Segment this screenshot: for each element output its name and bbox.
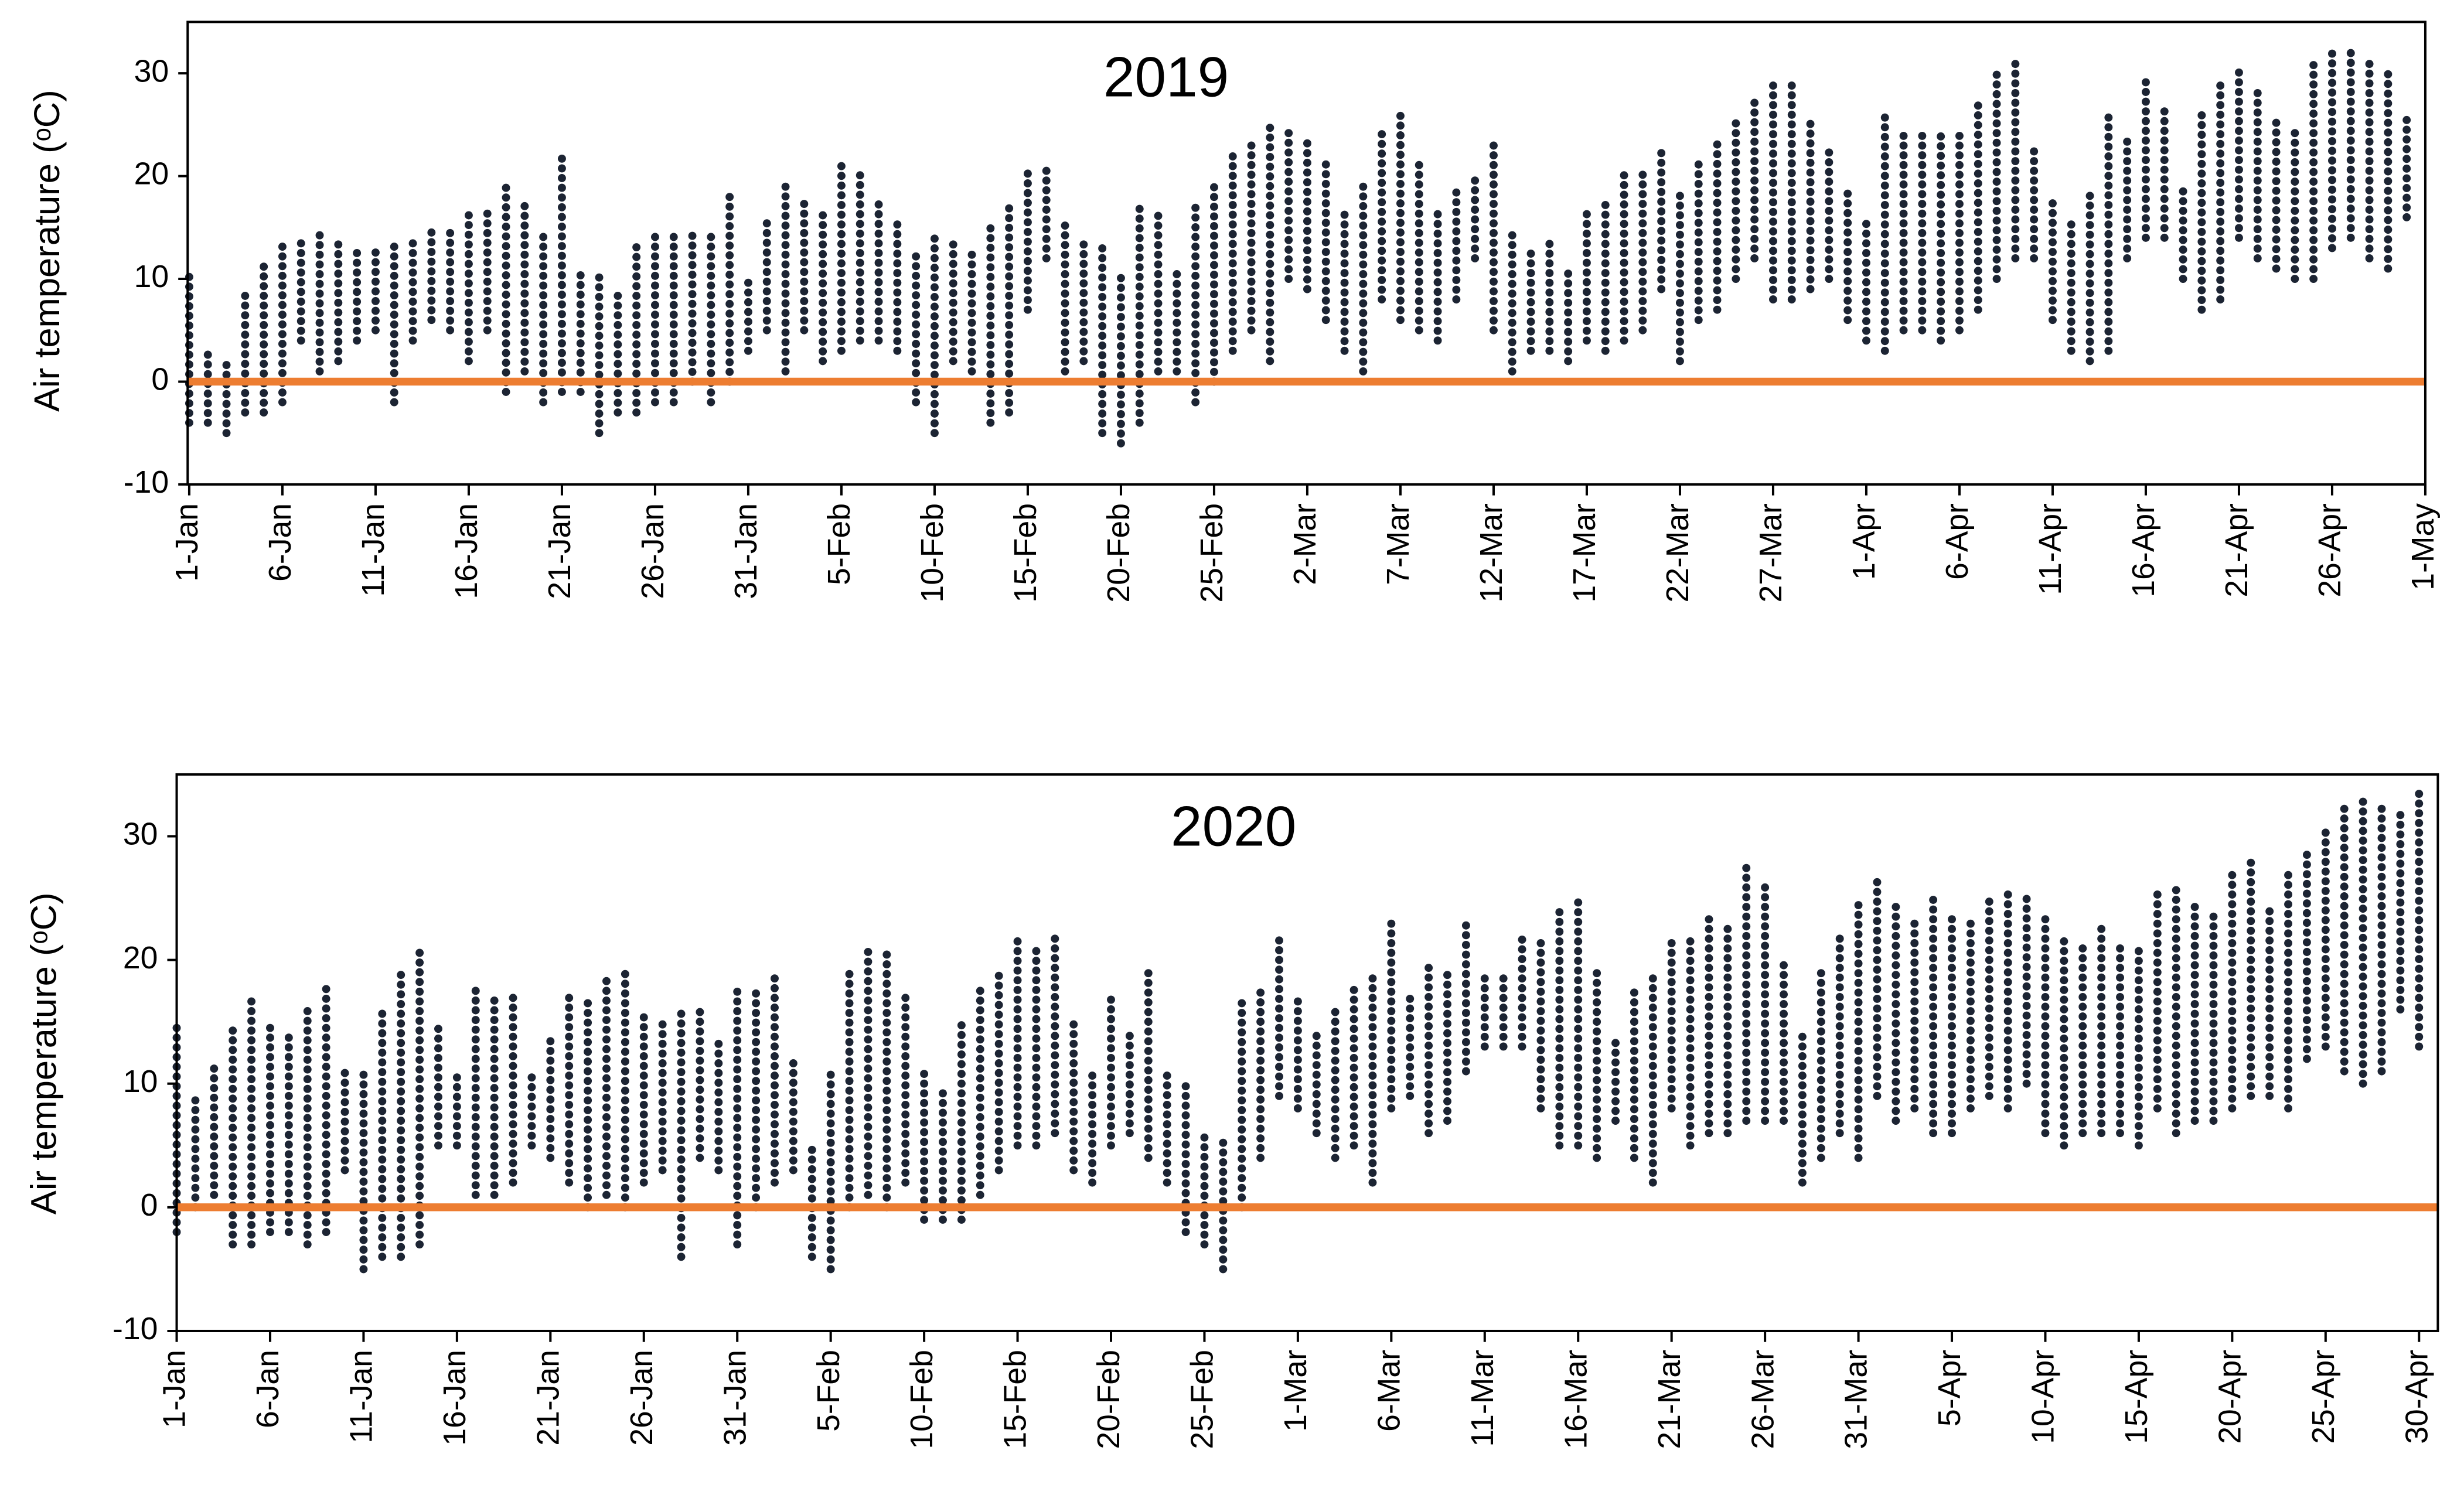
x-tick-label: 11-Jan [345, 1350, 379, 1443]
x-tick-label: 26-Jan [636, 503, 670, 599]
plot-frame [175, 773, 2439, 1332]
x-tick-label: 15-Feb [998, 1350, 1033, 1449]
chart-title: 2020 [1171, 796, 1296, 858]
x-tick-label: 20-Feb [1092, 1350, 1126, 1449]
x-tick-label: 7-Mar [1381, 503, 1416, 585]
x-tick-label: 1-Mar [1279, 1350, 1313, 1432]
x-tick-label: 16-Apr [2126, 503, 2161, 598]
y-tick-label: 10 [134, 260, 169, 294]
x-tick-label: 16-Jan [438, 1350, 472, 1446]
x-tick-label: 25-Feb [1195, 503, 1229, 603]
x-tick-label: 20-Feb [1102, 503, 1136, 603]
x-tick-label: 1-Jan [158, 1350, 192, 1428]
x-tick-label: 26-Jan [625, 1350, 659, 1446]
x-tick-label: 5-Feb [812, 1350, 846, 1432]
x-tick-label: 20-Apr [2213, 1350, 2248, 1444]
x-tick-label: 21-Mar [1652, 1350, 1687, 1449]
x-tick-label: 10-Feb [905, 1350, 939, 1449]
x-tick-label: 31-Jan [729, 503, 764, 599]
x-tick-label: 25-Feb [1185, 1350, 1220, 1449]
x-tick-label: 6-Mar [1372, 1350, 1406, 1432]
x-tick-label: 5-Feb [822, 503, 857, 585]
y-tick-label: -10 [124, 465, 169, 500]
plot-data [172, 783, 2424, 1274]
x-tick-label: 25-Apr [2306, 1350, 2341, 1444]
x-tick-label: 1-Apr [1847, 503, 1882, 580]
y-tick-label: -10 [113, 1312, 158, 1346]
x-tick-label: 26-Mar [1746, 1350, 1780, 1449]
x-tick-label: 26-Apr [2313, 503, 2347, 598]
x-tick-label: 30-Apr [2400, 1350, 2434, 1444]
x-tick-label: 11-Mar [1466, 1350, 1500, 1447]
chart-title: 2019 [1103, 46, 1229, 109]
x-tick-label: 11-Jan [356, 503, 391, 597]
x-tick-label: 21-Apr [2220, 503, 2254, 598]
y-tick-label: 10 [123, 1064, 158, 1099]
x-tick-label: 2-Mar [1288, 503, 1323, 585]
y-tick-label: 0 [151, 363, 169, 397]
y-tick-label: 20 [134, 157, 169, 192]
x-tick-label: 15-Feb [1008, 503, 1043, 603]
x-tick-label: 10-Feb [915, 503, 950, 603]
x-tick-label: 10-Apr [2026, 1350, 2061, 1444]
x-tick-label: 11-Apr [2033, 503, 2068, 595]
x-tick-label: 17-Mar [1567, 503, 1602, 603]
x-tick-label: 6-Jan [251, 1350, 285, 1428]
x-tick-label: 1-Jan [170, 503, 205, 582]
x-tick-label: 12-Mar [1474, 503, 1509, 603]
x-tick-label: 22-Mar [1661, 503, 1695, 603]
x-tick-label: 6-Jan [263, 503, 298, 582]
plot-data [185, 49, 2411, 448]
x-tick-label: 31-Jan [718, 1350, 752, 1446]
y-tick-label: 0 [141, 1188, 158, 1223]
x-tick-label: 31-Mar [1839, 1350, 1874, 1449]
y-tick-label: 30 [134, 54, 169, 88]
x-tick-label: 15-Apr [2119, 1350, 2154, 1444]
x-tick-label: 5-Apr [1933, 1350, 1967, 1426]
x-tick-label: 16-Jan [449, 503, 484, 599]
x-tick-label: 21-Jan [531, 1350, 565, 1446]
y-axis-label: Air temperature (ᵒC) [27, 90, 67, 412]
x-tick-label: 6-Apr [1940, 503, 1975, 580]
x-tick-label: 1-May [2406, 503, 2441, 591]
x-tick-label: 21-Jan [543, 503, 577, 599]
y-tick-label: 20 [123, 941, 158, 975]
y-tick-label: 30 [123, 817, 158, 852]
x-tick-label: 27-Mar [1754, 503, 1788, 603]
x-tick-label: 16-Mar [1559, 1350, 1593, 1449]
y-axis-label: Air temperature (ᵒC) [24, 892, 64, 1214]
